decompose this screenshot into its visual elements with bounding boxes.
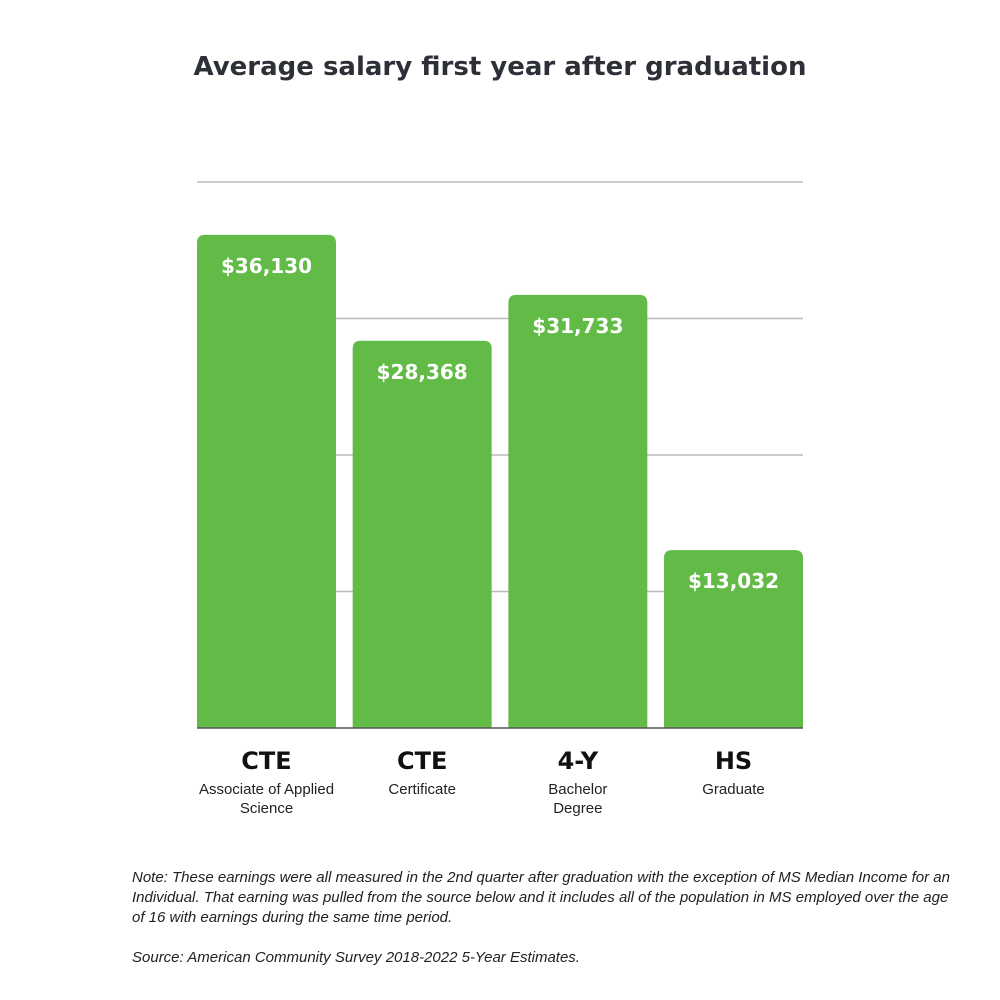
- category-main-label: 4-Y: [557, 747, 599, 775]
- category-sub-label: Associate of Applied Science: [198, 781, 335, 817]
- category-label: 4-Y Bachelor Degree: [503, 745, 653, 818]
- category-main-label: HS: [714, 747, 753, 775]
- category-label: CTE Certificate: [347, 745, 497, 799]
- bar: [664, 550, 803, 728]
- bar-value-label: $13,032: [688, 569, 779, 593]
- category-sub-label: Certificate: [388, 781, 456, 798]
- category-main-label: CTE: [396, 747, 448, 775]
- chart-note: Note: These earnings were all measured i…: [132, 869, 950, 926]
- bar: [197, 234, 336, 728]
- chart-source: Source: American Community Survey 2018-2…: [132, 949, 580, 966]
- category-main-label: CTE: [241, 747, 292, 775]
- category-sub-label: Graduate: [702, 781, 765, 798]
- category-sub-label: Bachelor Degree: [548, 781, 608, 817]
- bar-value-label: $36,130: [221, 254, 312, 278]
- category-label: CTE Associate of Applied Science: [192, 745, 342, 818]
- bar: [352, 340, 492, 728]
- chart-title: Average salary first year after graduati…: [193, 52, 807, 82]
- bar: [508, 294, 648, 728]
- bar-value-label: $31,733: [532, 314, 623, 338]
- bar-value-label: $28,368: [377, 360, 468, 384]
- category-label: HS Graduate: [659, 745, 809, 799]
